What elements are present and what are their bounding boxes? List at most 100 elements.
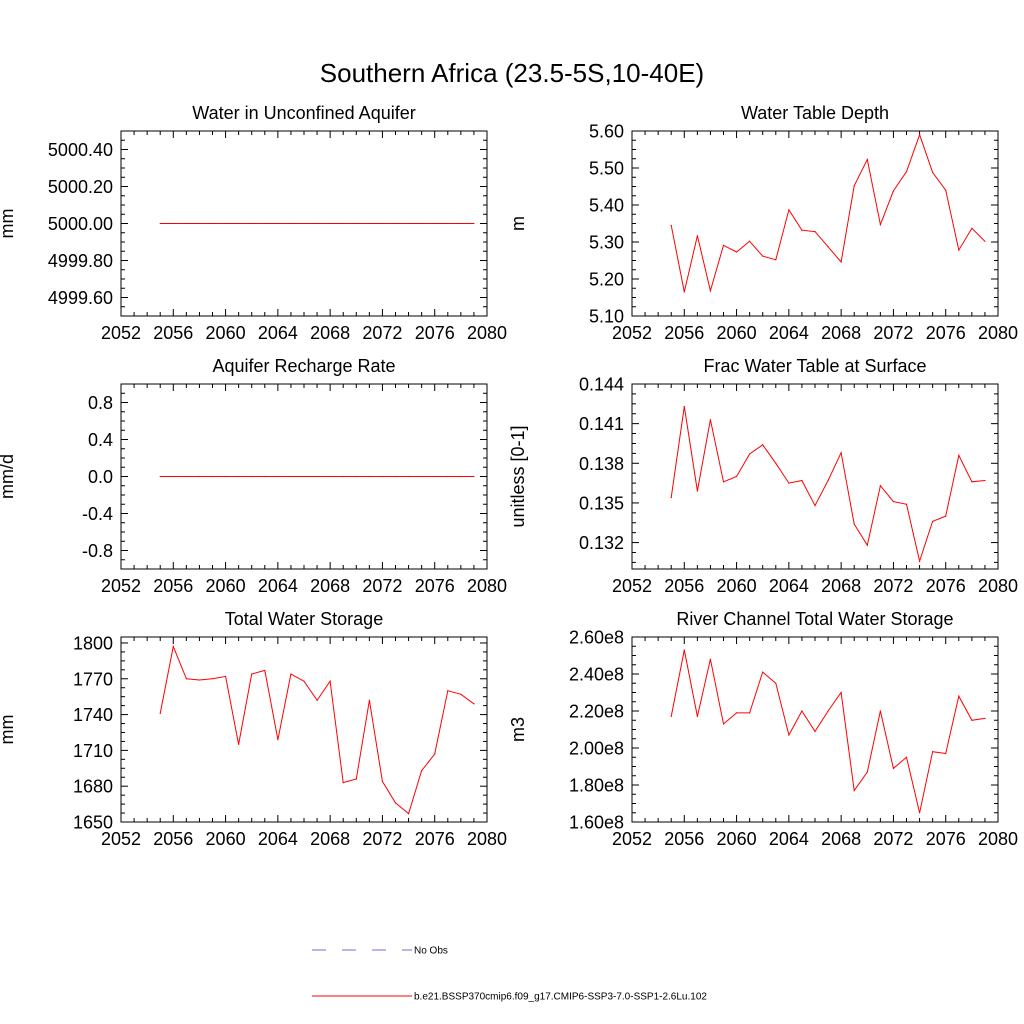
x-tick-label: 2072 bbox=[873, 576, 913, 596]
data-point bbox=[303, 680, 305, 682]
data-point bbox=[749, 240, 751, 242]
data-point bbox=[905, 756, 908, 758]
data-point bbox=[788, 734, 790, 736]
panel-title: Frac Water Table at Surface bbox=[703, 356, 926, 376]
y-tick-label: 0.144 bbox=[579, 375, 624, 395]
data-point bbox=[407, 813, 410, 815]
x-tick-label: 2056 bbox=[153, 829, 193, 849]
x-tick-label: 2060 bbox=[717, 323, 757, 343]
x-tick-label: 2056 bbox=[153, 323, 193, 343]
plot-frame bbox=[120, 636, 488, 823]
data-point bbox=[421, 770, 423, 772]
x-tick-label: 2056 bbox=[664, 829, 704, 849]
x-tick-label: 2060 bbox=[206, 323, 246, 343]
data-point bbox=[264, 669, 266, 672]
data-point bbox=[866, 544, 868, 546]
y-tick-label: -0.4 bbox=[82, 504, 113, 524]
data-point bbox=[670, 715, 672, 718]
data-point bbox=[945, 752, 947, 755]
x-tick-label: 2064 bbox=[769, 829, 809, 849]
data-point bbox=[290, 475, 292, 478]
x-tick-label: 2072 bbox=[362, 576, 402, 596]
x-tick-label: 2064 bbox=[769, 576, 809, 596]
y-tick-label: 5.30 bbox=[589, 233, 624, 253]
x-tick-label: 2080 bbox=[467, 576, 507, 596]
y-tick-label: 4999.80 bbox=[48, 251, 113, 271]
y-tick-label: 0.8 bbox=[88, 393, 113, 413]
data-point bbox=[709, 290, 712, 292]
data-point bbox=[329, 475, 331, 478]
data-point bbox=[185, 678, 187, 680]
panels: Water in Unconfined Aquifer mm 2052 2056 206… bbox=[0, 103, 1018, 849]
x-tick-label: 2080 bbox=[978, 576, 1018, 596]
data-point bbox=[801, 710, 803, 712]
data-point bbox=[355, 222, 357, 225]
data-point bbox=[788, 482, 790, 484]
data-point bbox=[958, 249, 960, 251]
data-point bbox=[801, 229, 803, 231]
y-tick-label: 0.0 bbox=[88, 467, 113, 487]
y-tick-label: 1800 bbox=[73, 633, 113, 653]
x-tick-label: 2060 bbox=[717, 576, 757, 596]
data-point bbox=[709, 419, 712, 421]
data-point bbox=[971, 719, 973, 721]
data-point bbox=[762, 671, 764, 673]
data-point bbox=[905, 503, 908, 505]
data-point bbox=[892, 501, 895, 503]
x-tick-label: 2072 bbox=[362, 829, 402, 849]
data-point bbox=[722, 244, 725, 246]
plot-frame bbox=[631, 383, 999, 570]
x-tick-label: 2052 bbox=[612, 323, 652, 343]
data-point bbox=[984, 717, 986, 720]
x-tick-label: 2052 bbox=[612, 829, 652, 849]
data-point bbox=[342, 475, 344, 478]
y-tick-label: 2.60e8 bbox=[569, 628, 624, 648]
data-point bbox=[316, 222, 318, 225]
y-axis-label: unitless [0-1] bbox=[508, 425, 528, 527]
data-point bbox=[709, 658, 712, 660]
data-point bbox=[434, 475, 436, 478]
data-point bbox=[814, 730, 816, 732]
data-point bbox=[958, 454, 960, 456]
data-point bbox=[460, 475, 462, 478]
data-point bbox=[159, 222, 161, 225]
data-point bbox=[853, 523, 855, 525]
data-point bbox=[971, 227, 973, 229]
data-point bbox=[355, 778, 357, 780]
data-point bbox=[722, 723, 725, 725]
data-point bbox=[788, 209, 790, 211]
data-point bbox=[473, 222, 475, 225]
data-point bbox=[853, 185, 855, 187]
y-tick-label: 5.20 bbox=[589, 270, 624, 290]
data-point bbox=[381, 222, 384, 225]
data-point bbox=[172, 222, 174, 225]
data-point bbox=[159, 475, 161, 478]
data-point bbox=[394, 802, 397, 804]
y-tick-label: 5000.40 bbox=[48, 140, 113, 160]
data-point bbox=[932, 520, 934, 523]
panel-title: Aquifer Recharge Rate bbox=[212, 356, 395, 376]
data-point bbox=[434, 753, 436, 755]
data-point bbox=[473, 703, 475, 705]
data-point bbox=[670, 497, 672, 499]
chart-panel-5: Total Water Storage mm 2052 2056 2060 2064 206… bbox=[0, 609, 507, 849]
y-axis-label: mm bbox=[0, 209, 17, 239]
y-tick-label: 1680 bbox=[73, 777, 113, 797]
data-point bbox=[290, 673, 292, 675]
data-point bbox=[172, 645, 174, 648]
data-point bbox=[198, 222, 201, 225]
data-point bbox=[251, 222, 253, 225]
x-tick-label: 2076 bbox=[926, 323, 966, 343]
x-tick-label: 2064 bbox=[258, 829, 298, 849]
data-point bbox=[840, 261, 842, 263]
data-point bbox=[460, 222, 462, 225]
data-point bbox=[905, 171, 908, 173]
y-tick-label: 0.135 bbox=[579, 493, 624, 513]
data-point bbox=[238, 475, 240, 478]
x-tick-label: 2076 bbox=[415, 323, 455, 343]
data-point bbox=[473, 475, 475, 478]
x-tick-label: 2080 bbox=[467, 829, 507, 849]
series-line bbox=[670, 649, 985, 813]
y-tick-label: 1770 bbox=[73, 669, 113, 689]
